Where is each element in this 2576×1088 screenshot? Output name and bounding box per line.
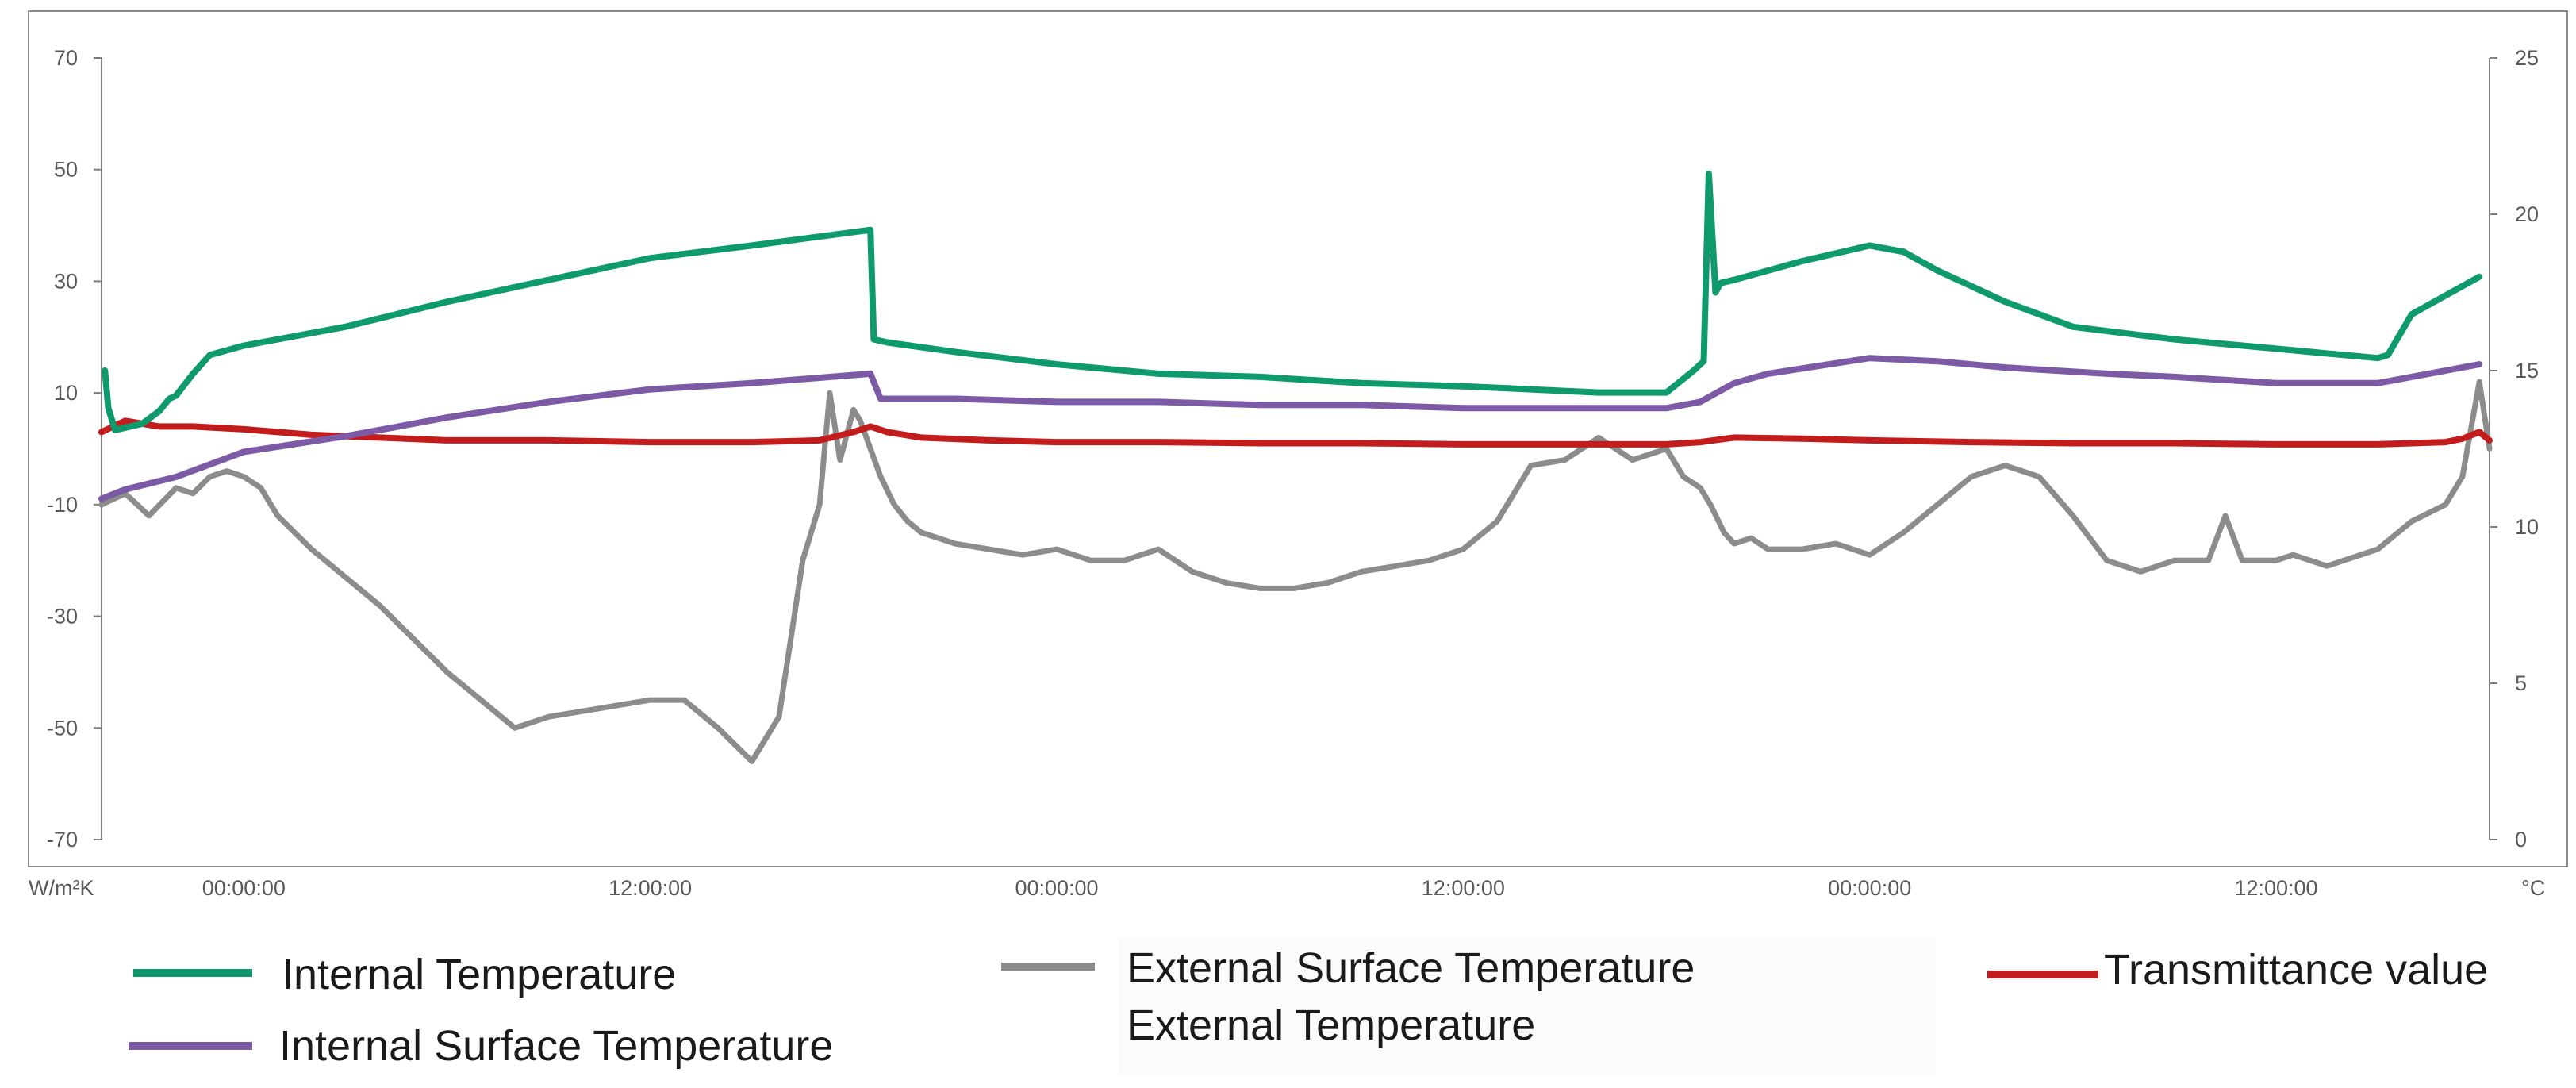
- right-axis-ticks: 25 20 15 10 5 0: [2490, 46, 2539, 852]
- x-tick-label: 12:00:00: [608, 876, 692, 900]
- x-tick-label: 12:00:00: [1422, 876, 1505, 900]
- legend-label-internal-surface-temperature: Internal Surface Temperature: [279, 1022, 833, 1070]
- left-tick-label: 30: [54, 269, 78, 293]
- right-tick-label: 10: [2515, 515, 2539, 539]
- series-layer: [98, 170, 2493, 764]
- series-line-internal-temperature: [102, 170, 2483, 433]
- left-axis-unit-label: W/m²K: [29, 876, 94, 900]
- left-tick-label: 50: [54, 158, 78, 182]
- legend-box-external: [1119, 936, 1936, 1075]
- x-tick-label: 00:00:00: [1015, 876, 1098, 900]
- x-tick-label: 12:00:00: [2234, 876, 2317, 900]
- legend-label-external-surface-temperature: External Surface Temperature: [1127, 944, 1695, 992]
- left-tick-label: -50: [47, 716, 78, 740]
- legend-label-transmittance-value: Transmittance value: [2104, 946, 2488, 994]
- left-tick-label: 10: [54, 381, 78, 405]
- series-line-transmittance-value: [98, 417, 2493, 448]
- series-line-internal-surface-temperature: [98, 355, 2483, 502]
- series-line-external-surface-temperature: [98, 379, 2493, 764]
- x-tick-label: 00:00:00: [202, 876, 286, 900]
- right-tick-label: 0: [2515, 828, 2527, 852]
- x-tick-label: 00:00:00: [1828, 876, 1911, 900]
- right-tick-label: 15: [2515, 359, 2539, 383]
- left-axis-ticks: 70 50 30 10 -10 -30 -50 -70: [47, 46, 102, 852]
- left-tick-label: 70: [54, 46, 78, 70]
- right-tick-label: 25: [2515, 46, 2539, 70]
- x-axis-ticks: 00:00:00 12:00:00 00:00:00 12:00:00 00:00:00…: [202, 876, 2318, 900]
- right-tick-label: 5: [2515, 671, 2527, 695]
- left-tick-label: -70: [47, 828, 78, 852]
- left-tick-label: -30: [47, 605, 78, 629]
- right-tick-label: 20: [2515, 202, 2539, 226]
- right-axis-unit-label: °C: [2521, 876, 2545, 900]
- left-tick-label: -10: [47, 493, 78, 517]
- legend: Internal Temperature External Surface Te…: [129, 936, 2488, 1075]
- plot-area-frame: [28, 10, 2568, 867]
- legend-label-internal-temperature: Internal Temperature: [282, 951, 676, 998]
- legend-label-external-temperature: External Temperature: [1127, 1001, 1535, 1049]
